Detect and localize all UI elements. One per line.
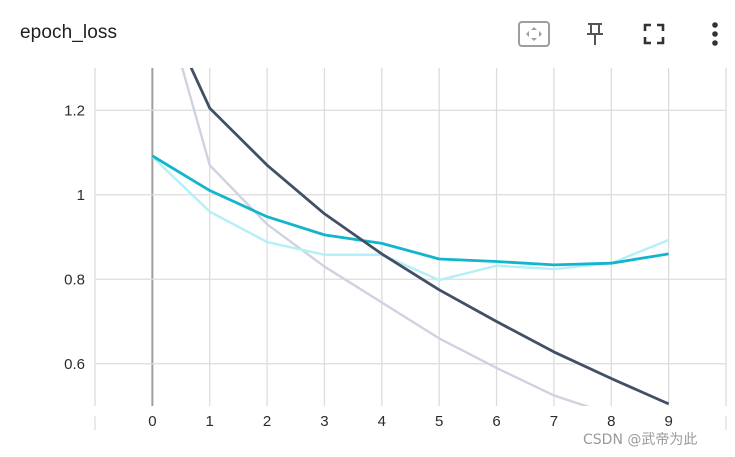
y-tick-label: 0.8 — [64, 271, 85, 288]
x-tick-label: 7 — [550, 413, 558, 430]
y-tick-label: 0.6 — [64, 356, 85, 373]
fullscreen-icon — [643, 23, 665, 45]
x-tick-label: 0 — [148, 413, 156, 430]
y-tick-label: 1.2 — [64, 102, 85, 119]
x-tick-label: 2 — [263, 413, 271, 430]
x-tick-label: 5 — [435, 413, 443, 430]
fit-domain-icon — [518, 21, 550, 47]
x-tick-label: 6 — [492, 413, 500, 430]
x-tick-label: 9 — [664, 413, 672, 430]
pin-icon — [587, 23, 603, 45]
series-line-validation-smoothed — [151, 154, 669, 267]
x-tick-label: 4 — [378, 413, 386, 430]
series-line-train-smoothed — [189, 68, 670, 406]
more-vert-icon — [712, 22, 718, 46]
series-line-train-raw — [180, 68, 590, 406]
chart-title: epoch_loss — [20, 22, 118, 43]
fit-domain-button[interactable] — [517, 18, 551, 50]
x-tick-label: 8 — [607, 413, 615, 430]
pin-button[interactable] — [578, 18, 612, 50]
y-tick-label: 1 — [77, 187, 85, 204]
x-tick-label: 1 — [206, 413, 214, 430]
more-options-button[interactable] — [698, 18, 732, 50]
watermark-text: CSDN @武帝为此 — [583, 432, 698, 448]
series-line-validation-raw — [151, 155, 670, 282]
x-tick-label: 3 — [320, 413, 328, 430]
fullscreen-button[interactable] — [637, 18, 671, 50]
